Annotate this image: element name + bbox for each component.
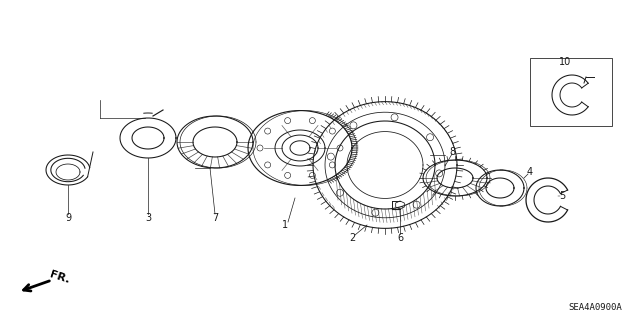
Text: 4: 4 <box>527 167 533 177</box>
Text: 3: 3 <box>145 213 151 223</box>
Text: 2: 2 <box>349 233 355 243</box>
Text: 6: 6 <box>397 233 403 243</box>
Text: 5: 5 <box>559 191 565 201</box>
Text: 8: 8 <box>449 147 455 157</box>
Text: FR.: FR. <box>48 269 70 285</box>
Text: SEA4A0900A: SEA4A0900A <box>568 303 622 313</box>
Polygon shape <box>396 201 404 209</box>
Text: 9: 9 <box>65 213 71 223</box>
Text: 7: 7 <box>212 213 218 223</box>
Bar <box>530 58 612 126</box>
Text: 1: 1 <box>282 220 288 230</box>
Text: 10: 10 <box>559 57 571 67</box>
